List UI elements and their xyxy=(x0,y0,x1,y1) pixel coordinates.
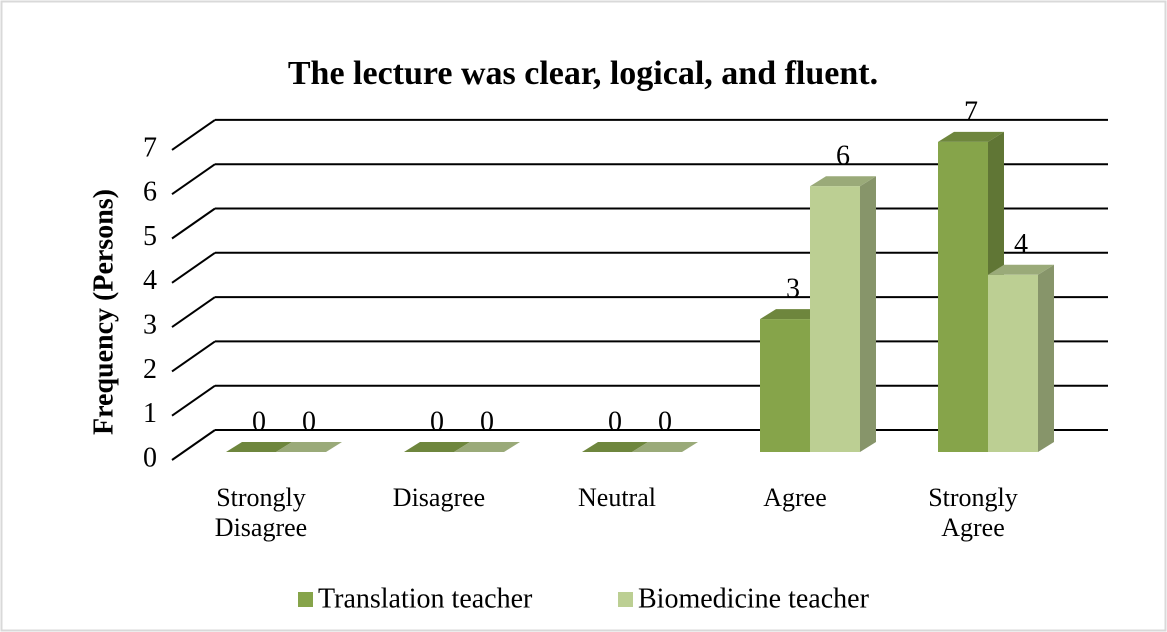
bar xyxy=(988,274,1038,452)
bar xyxy=(810,186,860,452)
grid-line-side xyxy=(171,384,216,417)
x-tick-label: Neutral xyxy=(578,483,656,512)
data-label: 0 xyxy=(608,406,622,437)
y-tick-label: 4 xyxy=(143,265,157,296)
bar-top xyxy=(404,442,470,452)
bar xyxy=(760,319,810,452)
grid-line-side xyxy=(171,163,216,196)
bar-top xyxy=(938,131,1004,142)
x-tick-label: Strongly Agree xyxy=(928,483,1018,542)
grid-line-side xyxy=(171,340,216,373)
bar-top xyxy=(988,264,1054,275)
data-label: 6 xyxy=(836,141,850,172)
grid-line-side xyxy=(171,119,216,151)
y-tick-label: 5 xyxy=(143,221,157,252)
bar-top xyxy=(276,442,342,452)
legend-swatch xyxy=(618,592,633,607)
y-tick-label: 3 xyxy=(143,310,157,341)
data-label: 0 xyxy=(302,406,316,437)
x-tick-label: Disagree xyxy=(392,483,486,512)
x-tick-label: Strongly Disagree xyxy=(214,483,308,542)
bar-top xyxy=(632,442,698,452)
data-label: 0 xyxy=(658,406,672,437)
data-label: 7 xyxy=(964,96,978,127)
bar-side xyxy=(860,176,876,452)
grid-line-side xyxy=(171,296,216,328)
bar-top xyxy=(582,442,648,452)
legend-label: Translation teacher xyxy=(318,583,533,614)
y-tick-label: 7 xyxy=(143,132,157,163)
data-label: 3 xyxy=(786,274,800,305)
bar-top xyxy=(454,442,520,452)
bar xyxy=(938,141,988,452)
data-label: 0 xyxy=(480,406,494,437)
y-tick-label: 1 xyxy=(143,398,157,429)
legend-label: Biomedicine teacher xyxy=(638,583,870,614)
y-tick-label: 2 xyxy=(143,354,157,385)
y-tick-label: 6 xyxy=(143,177,157,208)
data-label: 0 xyxy=(252,406,266,437)
data-label: 4 xyxy=(1014,229,1028,260)
bar-top xyxy=(226,442,292,452)
chart-title: The lecture was clear, logical, and flue… xyxy=(288,55,878,92)
legend-swatch xyxy=(298,592,313,607)
y-axis-title: Frequency (Persons) xyxy=(88,189,119,435)
bar-top xyxy=(760,309,826,320)
data-label: 0 xyxy=(430,406,444,437)
bar-side xyxy=(1038,264,1054,452)
grid-line-side xyxy=(171,251,216,284)
x-tick-label: Agree xyxy=(763,483,827,512)
y-tick-label: 0 xyxy=(143,442,157,473)
bar-top xyxy=(810,176,876,187)
grid-line-side xyxy=(171,429,216,461)
grid-line-side xyxy=(171,207,216,240)
